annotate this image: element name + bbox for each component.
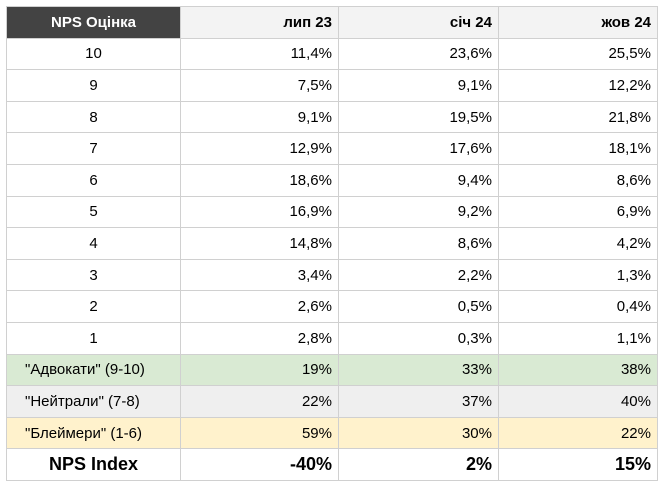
header-row: NPS Оцінка лип 23 січ 24 жов 24 xyxy=(6,6,658,39)
cell: 9,1% xyxy=(338,69,499,102)
cell: 40% xyxy=(498,385,658,418)
cell: 15% xyxy=(498,448,658,481)
cell: 19% xyxy=(180,353,339,387)
cell: 17,6% xyxy=(338,132,499,165)
cell: 7,5% xyxy=(180,69,339,102)
cell: 18,1% xyxy=(498,132,658,165)
cell: 6,9% xyxy=(498,195,658,229)
row-label: 10 xyxy=(6,37,181,71)
table-row: 9 7,5% 9,1% 12,2% xyxy=(6,69,658,102)
table-row: 3 3,4% 2,2% 1,3% xyxy=(6,258,658,292)
header-cell: лип 23 xyxy=(180,6,339,39)
cell: 8,6% xyxy=(498,163,658,197)
cell: 11,4% xyxy=(180,37,339,71)
cell: 12,2% xyxy=(498,69,658,102)
cell: 25,5% xyxy=(498,37,658,71)
table-row: 4 14,8% 8,6% 4,2% xyxy=(6,227,658,260)
table-row: 8 9,1% 19,5% 21,8% xyxy=(6,100,658,134)
cell: -40% xyxy=(180,448,339,481)
table-row: 10 11,4% 23,6% 25,5% xyxy=(6,37,658,71)
cell: 8,6% xyxy=(338,227,499,260)
cell: 18,6% xyxy=(180,163,339,197)
row-label: 1 xyxy=(6,321,181,355)
table-body: 10 11,4% 23,6% 25,5% 9 7,5% 9,1% 12,2% 8 9,1% 19,5… xyxy=(6,37,658,481)
row-label: NPS Index xyxy=(6,448,181,481)
cell: 2% xyxy=(338,448,499,481)
cell: 21,8% xyxy=(498,100,658,134)
cell: 23,6% xyxy=(338,37,499,71)
cell: 1,1% xyxy=(498,321,658,355)
cell: 37% xyxy=(338,385,499,418)
header-cell: жов 24 xyxy=(498,6,658,39)
cell: 19,5% xyxy=(338,100,499,134)
cell: 1,3% xyxy=(498,258,658,292)
row-label: 8 xyxy=(6,100,181,134)
table-row: 2 2,6% 0,5% 0,4% xyxy=(6,290,658,323)
header-cell: NPS Оцінка xyxy=(6,6,181,39)
row-label: 9 xyxy=(6,69,181,102)
table-row: "Адвокати" (9-10) 19% 33% 38% xyxy=(6,353,658,387)
row-label: "Адвокати" (9-10) xyxy=(6,353,181,387)
row-label: 3 xyxy=(6,258,181,292)
table-row: 1 2,8% 0,3% 1,1% xyxy=(6,321,658,355)
row-label: 5 xyxy=(6,195,181,229)
table-row: 6 18,6% 9,4% 8,6% xyxy=(6,163,658,197)
table-row: 5 16,9% 9,2% 6,9% xyxy=(6,195,658,229)
cell: 2,8% xyxy=(180,321,339,355)
nps-table: NPS Оцінка лип 23 січ 24 жов 24 10 11,4% 23,6… xyxy=(6,6,658,481)
header-cell: січ 24 xyxy=(338,6,499,39)
cell: 9,4% xyxy=(338,163,499,197)
cell: 2,2% xyxy=(338,258,499,292)
row-label: "Блеймери" (1-6) xyxy=(6,416,181,450)
cell: 2,6% xyxy=(180,290,339,323)
cell: 22% xyxy=(498,416,658,450)
row-label: 6 xyxy=(6,163,181,197)
cell: 4,2% xyxy=(498,227,658,260)
row-label: 7 xyxy=(6,132,181,165)
cell: 0,4% xyxy=(498,290,658,323)
cell: 38% xyxy=(498,353,658,387)
cell: 30% xyxy=(338,416,499,450)
row-label: "Нейтрали" (7-8) xyxy=(6,385,181,418)
cell: 3,4% xyxy=(180,258,339,292)
table-row: "Блеймери" (1-6) 59% 30% 22% xyxy=(6,416,658,450)
cell: 0,5% xyxy=(338,290,499,323)
row-label: 4 xyxy=(6,227,181,260)
cell: 9,1% xyxy=(180,100,339,134)
cell: 0,3% xyxy=(338,321,499,355)
table-row: "Нейтрали" (7-8) 22% 37% 40% xyxy=(6,385,658,418)
cell: 59% xyxy=(180,416,339,450)
cell: 12,9% xyxy=(180,132,339,165)
cell: 33% xyxy=(338,353,499,387)
cell: 9,2% xyxy=(338,195,499,229)
row-label: 2 xyxy=(6,290,181,323)
table-row: 7 12,9% 17,6% 18,1% xyxy=(6,132,658,165)
cell: 22% xyxy=(180,385,339,418)
cell: 14,8% xyxy=(180,227,339,260)
table-row: NPS Index -40% 2% 15% xyxy=(6,448,658,481)
cell: 16,9% xyxy=(180,195,339,229)
